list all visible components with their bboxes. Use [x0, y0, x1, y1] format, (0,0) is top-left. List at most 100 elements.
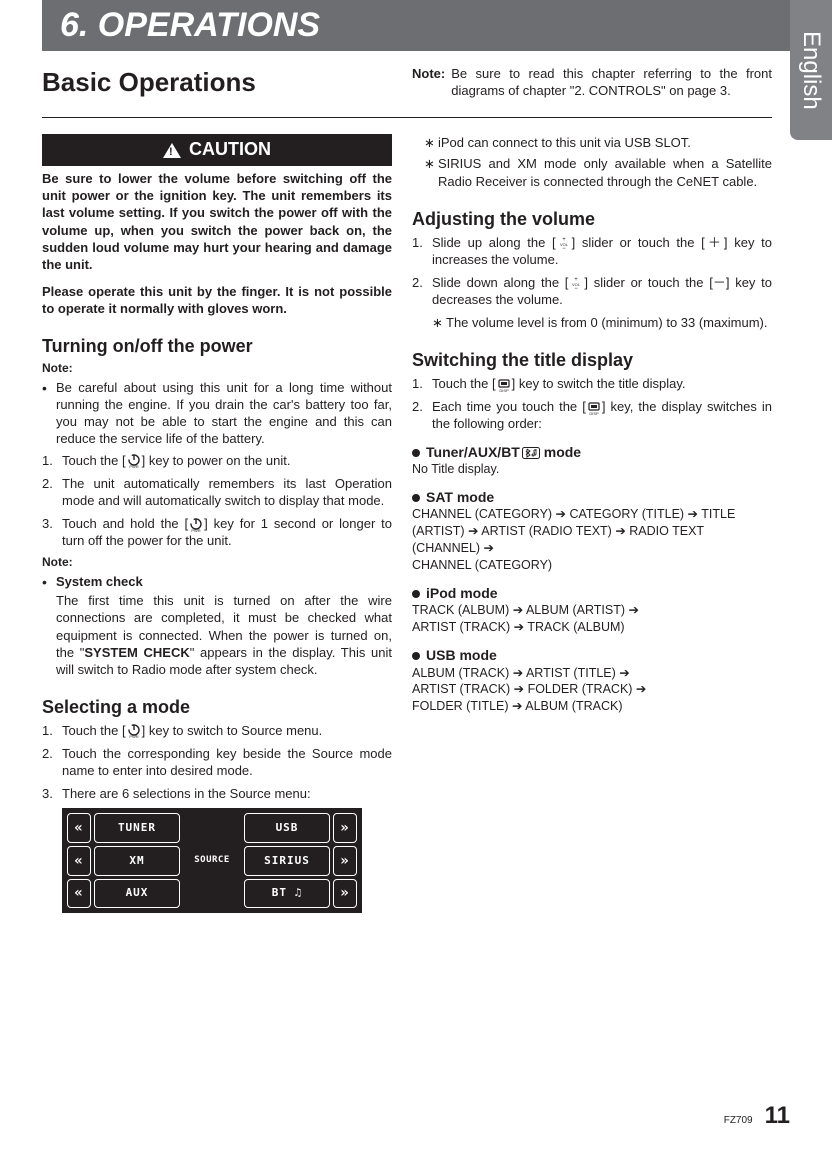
- note-label: Note:: [412, 65, 445, 82]
- mode-label: iPod mode: [426, 585, 498, 601]
- usb-mode-head: USB mode: [412, 646, 772, 664]
- vol-slider-icon: +VOL−: [568, 276, 584, 290]
- menu-sirius: SIRIUS: [244, 846, 330, 876]
- svg-text:PWR: PWR: [191, 528, 200, 532]
- menu-spacer: [183, 813, 241, 843]
- section-banner: 6. OPERATIONS: [42, 0, 790, 51]
- menu-spacer: [183, 879, 241, 909]
- svg-text:PWR: PWR: [129, 464, 138, 468]
- step-text: Touch the [: [62, 723, 126, 738]
- selecting-step-3: 3.There are 6 selections in the Source m…: [42, 785, 392, 802]
- mode-suffix: mode: [540, 444, 581, 460]
- step-text: Slide down along the [: [432, 275, 568, 290]
- step-text: There are 6 selections in the Source men…: [62, 786, 311, 801]
- tuner-mode-body: No Title display.: [412, 461, 772, 478]
- usb-mode-body: ALBUM (TRACK) ➔ ARTIST (TITLE) ➔ ARTIST …: [412, 665, 772, 716]
- power-note-label: Note:: [42, 361, 392, 377]
- svg-text:DISP: DISP: [589, 411, 599, 415]
- language-tab: English: [790, 0, 832, 140]
- title-step-2: 2. Each time you touch the [DISP] key, t…: [412, 398, 772, 432]
- disp-icon: DISP: [496, 378, 512, 392]
- chevron-left-icon: [67, 879, 91, 909]
- volume-step-2: 2. Slide down along the [+VOL−] slider o…: [412, 274, 772, 308]
- selecting-step-2: 2.Touch the corresponding key beside the…: [42, 745, 392, 779]
- step-text: Touch the [: [62, 453, 126, 468]
- footer: FZ709 11: [724, 1102, 790, 1130]
- power-step-1: 1. Touch the [PWR] key to power on the u…: [42, 452, 392, 469]
- basic-operations-title: Basic Operations: [42, 65, 392, 99]
- title-display-title: Switching the title display: [412, 349, 772, 373]
- selecting-title: Selecting a mode: [42, 696, 392, 720]
- disp-icon: DISP: [586, 401, 602, 415]
- svg-text:PWR: PWR: [129, 734, 138, 738]
- menu-tuner: TUNER: [94, 813, 180, 843]
- plus-key: ＋: [705, 235, 724, 250]
- bullet-icon: [412, 449, 420, 457]
- left-column-body: CAUTION Be sure to lower the volume befo…: [42, 134, 392, 913]
- svg-text:−: −: [562, 246, 566, 250]
- menu-xm: XM: [94, 846, 180, 876]
- step-text: Touch the [: [432, 376, 496, 391]
- power-step-3: 3. Touch and hold the [PWR] key for 1 se…: [42, 515, 392, 549]
- menu-bt: BT ♫: [244, 879, 330, 909]
- volume-step-1: 1. Slide up along the [+VOL−] slider or …: [412, 234, 772, 268]
- svg-text:−: −: [575, 286, 579, 290]
- step-text: ] slider or touch the [: [584, 275, 712, 290]
- caution-p1: Be sure to lower the volume before switc…: [42, 170, 392, 273]
- power-title: Turning on/off the power: [42, 335, 392, 359]
- title-step-1: 1. Touch the [DISP] key to switch the ti…: [412, 375, 772, 392]
- svg-text:DISP: DISP: [499, 388, 509, 392]
- sat-mode-head: SAT mode: [412, 488, 772, 506]
- mode-label: USB mode: [426, 647, 497, 663]
- step-text: ] slider or touch the [: [572, 235, 705, 250]
- power-icon: PWR: [188, 518, 204, 532]
- left-column: Basic Operations: [42, 65, 392, 111]
- caution-box: CAUTION: [42, 134, 392, 166]
- step-text: Each time you touch the [: [432, 399, 586, 414]
- step-text: ] key to switch the title display.: [512, 376, 686, 391]
- system-check-item: System check The first time this unit is…: [42, 573, 392, 678]
- divider: [42, 117, 772, 118]
- step-text: Touch and hold the [: [62, 516, 188, 531]
- vol-slider-icon: +VOL−: [556, 236, 572, 250]
- step-text: Touch the corresponding key beside the S…: [62, 746, 392, 778]
- menu-aux: AUX: [94, 879, 180, 909]
- power-note-bullet: Be careful about using this unit for a l…: [42, 379, 392, 448]
- note-text: Be sure to read this chapter referring t…: [451, 65, 772, 99]
- volume-title: Adjusting the volume: [412, 208, 772, 232]
- ipod-mode-body: TRACK (ALBUM) ➔ ALBUM (ARTIST) ➔ ARTIST …: [412, 602, 772, 636]
- system-check-title: System check: [56, 574, 143, 589]
- chevron-right-icon: [333, 879, 357, 909]
- selecting-step-1: 1. Touch the [PWR] key to switch to Sour…: [42, 722, 392, 739]
- power-step-2: 2.The unit automatically remembers its l…: [42, 475, 392, 509]
- syscheck-bold: SYSTEM CHECK: [84, 645, 189, 660]
- bullet-icon: [412, 590, 420, 598]
- menu-source-label: SOURCE: [183, 846, 241, 876]
- page-number: 11: [765, 1102, 790, 1130]
- mode-label: SAT mode: [426, 489, 494, 505]
- bullet-icon: [412, 652, 420, 660]
- model-number: FZ709: [724, 1115, 753, 1126]
- bluetooth-music-icon: [522, 447, 540, 459]
- menu-usb: USB: [244, 813, 330, 843]
- step-text: Slide up along the [: [432, 235, 556, 250]
- sat-mode-body: CHANNEL (CATEGORY) ➔ CATEGORY (TITLE) ➔ …: [412, 506, 772, 574]
- ast-sirius: SIRIUS and XM mode only available when a…: [424, 155, 772, 189]
- chevron-left-icon: [67, 846, 91, 876]
- bullet-icon: [412, 494, 420, 502]
- step-text: ] key to power on the unit.: [142, 453, 291, 468]
- ast-ipod: iPod can connect to this unit via USB SL…: [424, 134, 772, 151]
- top-note-block: Note: Be sure to read this chapter refer…: [412, 65, 772, 111]
- mode-label: Tuner/AUX/BT: [426, 444, 520, 460]
- warning-triangle-icon: [163, 143, 181, 158]
- chevron-right-icon: [333, 846, 357, 876]
- power-note2-label: Note:: [42, 555, 392, 571]
- tuner-mode-head: Tuner/AUX/BT mode: [412, 443, 772, 461]
- power-icon: PWR: [126, 724, 142, 738]
- power-icon: PWR: [126, 454, 142, 468]
- volume-range: The volume level is from 0 (minimum) to …: [432, 314, 772, 331]
- minus-key: －: [713, 275, 726, 290]
- right-column-body: iPod can connect to this unit via USB SL…: [412, 134, 772, 913]
- caution-title: CAUTION: [189, 138, 271, 162]
- step-text: The unit automatically remembers its las…: [62, 476, 392, 508]
